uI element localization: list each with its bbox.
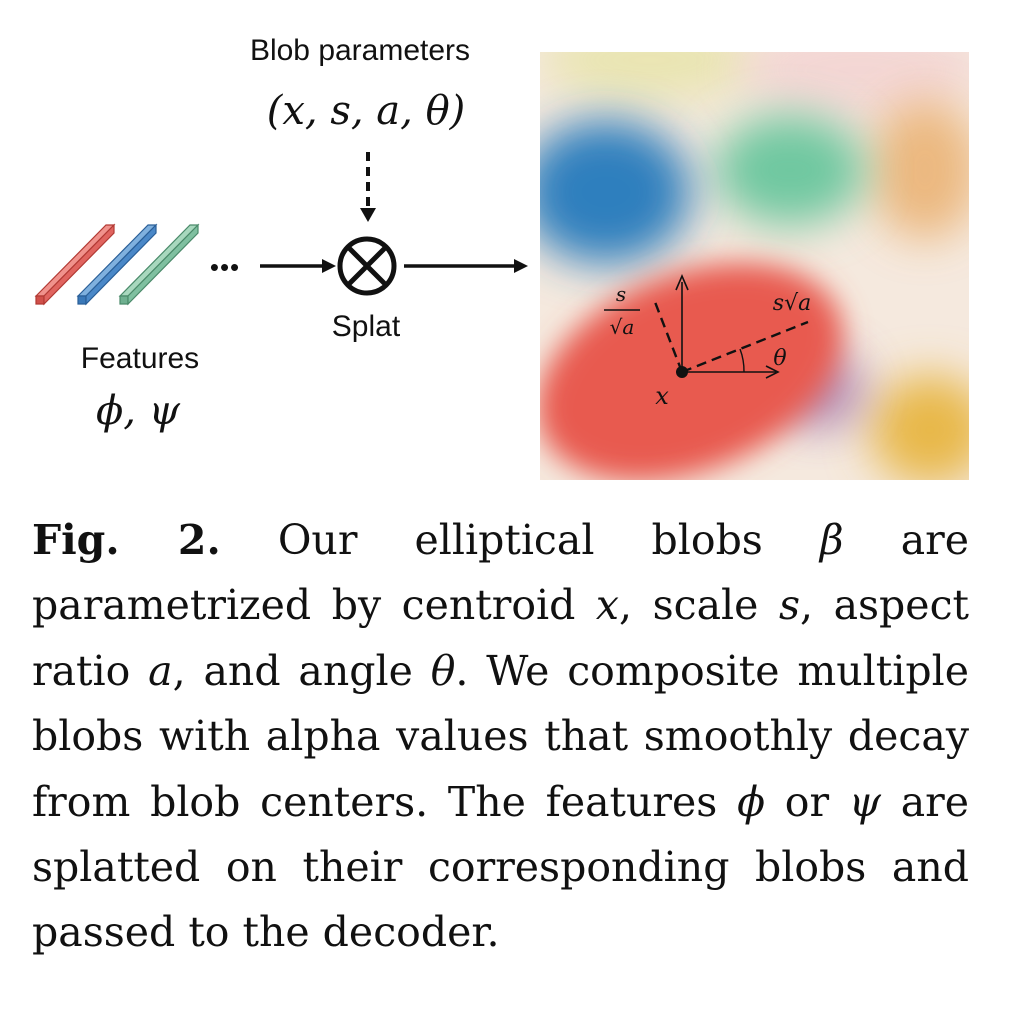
blob-annotations: s √a s√a θ x <box>604 273 811 410</box>
annot-s: s <box>616 282 626 306</box>
blob-panel <box>540 52 969 480</box>
caption-psi: ψ <box>848 777 881 826</box>
annot-theta: θ <box>773 346 786 371</box>
caption-text-8: are splatted on their corresponding blob… <box>32 777 970 957</box>
splat-operator-icon <box>337 236 397 296</box>
caption-beta: β <box>819 516 844 564</box>
caption-text-3: , scale <box>619 581 779 630</box>
blob-parameters-math: (x, s, a, θ) <box>267 88 466 134</box>
annot-s-sqrt-a: s√a <box>773 291 811 316</box>
figure-caption: Fig. 2. Our elliptical blobs β are param… <box>32 508 969 966</box>
panel-arrowhead <box>514 259 528 273</box>
features-arrowhead <box>322 259 336 273</box>
blob-green <box>715 115 865 225</box>
caption-text-4: , aspect ratio <box>32 581 970 695</box>
caption-text-6: . We composite multiple blobs with alpha… <box>32 646 969 826</box>
blob-orange <box>870 100 969 240</box>
annot-x: x <box>655 382 669 410</box>
splat-label: Splat <box>332 310 401 343</box>
caption-s: s <box>778 581 801 630</box>
blob-yellow <box>870 375 969 480</box>
blob-parameters-label: Blob parameters <box>250 34 470 67</box>
blob-top-yellow <box>540 52 760 100</box>
figure-diagram: Blob parameters (x, s, a, θ) ••• Splat F… <box>34 34 969 480</box>
caption-text-1: Our elliptical blobs <box>220 516 820 564</box>
features-label: Features <box>81 342 199 375</box>
feature-vector-red <box>34 223 116 306</box>
features-math: ϕ, ψ <box>96 388 181 434</box>
caption-phi: ϕ <box>737 777 766 826</box>
caption-text-5: , and angle <box>172 646 431 695</box>
feature-vector-green <box>118 223 200 306</box>
param-arrowhead <box>360 208 376 222</box>
caption-x: x <box>595 581 620 630</box>
feature-ellipsis: ••• <box>210 252 240 282</box>
caption-a: a <box>148 646 173 695</box>
feature-vector-blue <box>76 223 158 306</box>
caption-theta: θ <box>430 646 456 695</box>
caption-label: Fig. 2. <box>32 516 221 564</box>
blob-blue <box>540 120 691 264</box>
caption-text-2: are parametrized by centroid <box>32 516 969 630</box>
annot-sqrt-a: √a <box>610 315 635 339</box>
caption-text-7: or <box>765 777 849 826</box>
